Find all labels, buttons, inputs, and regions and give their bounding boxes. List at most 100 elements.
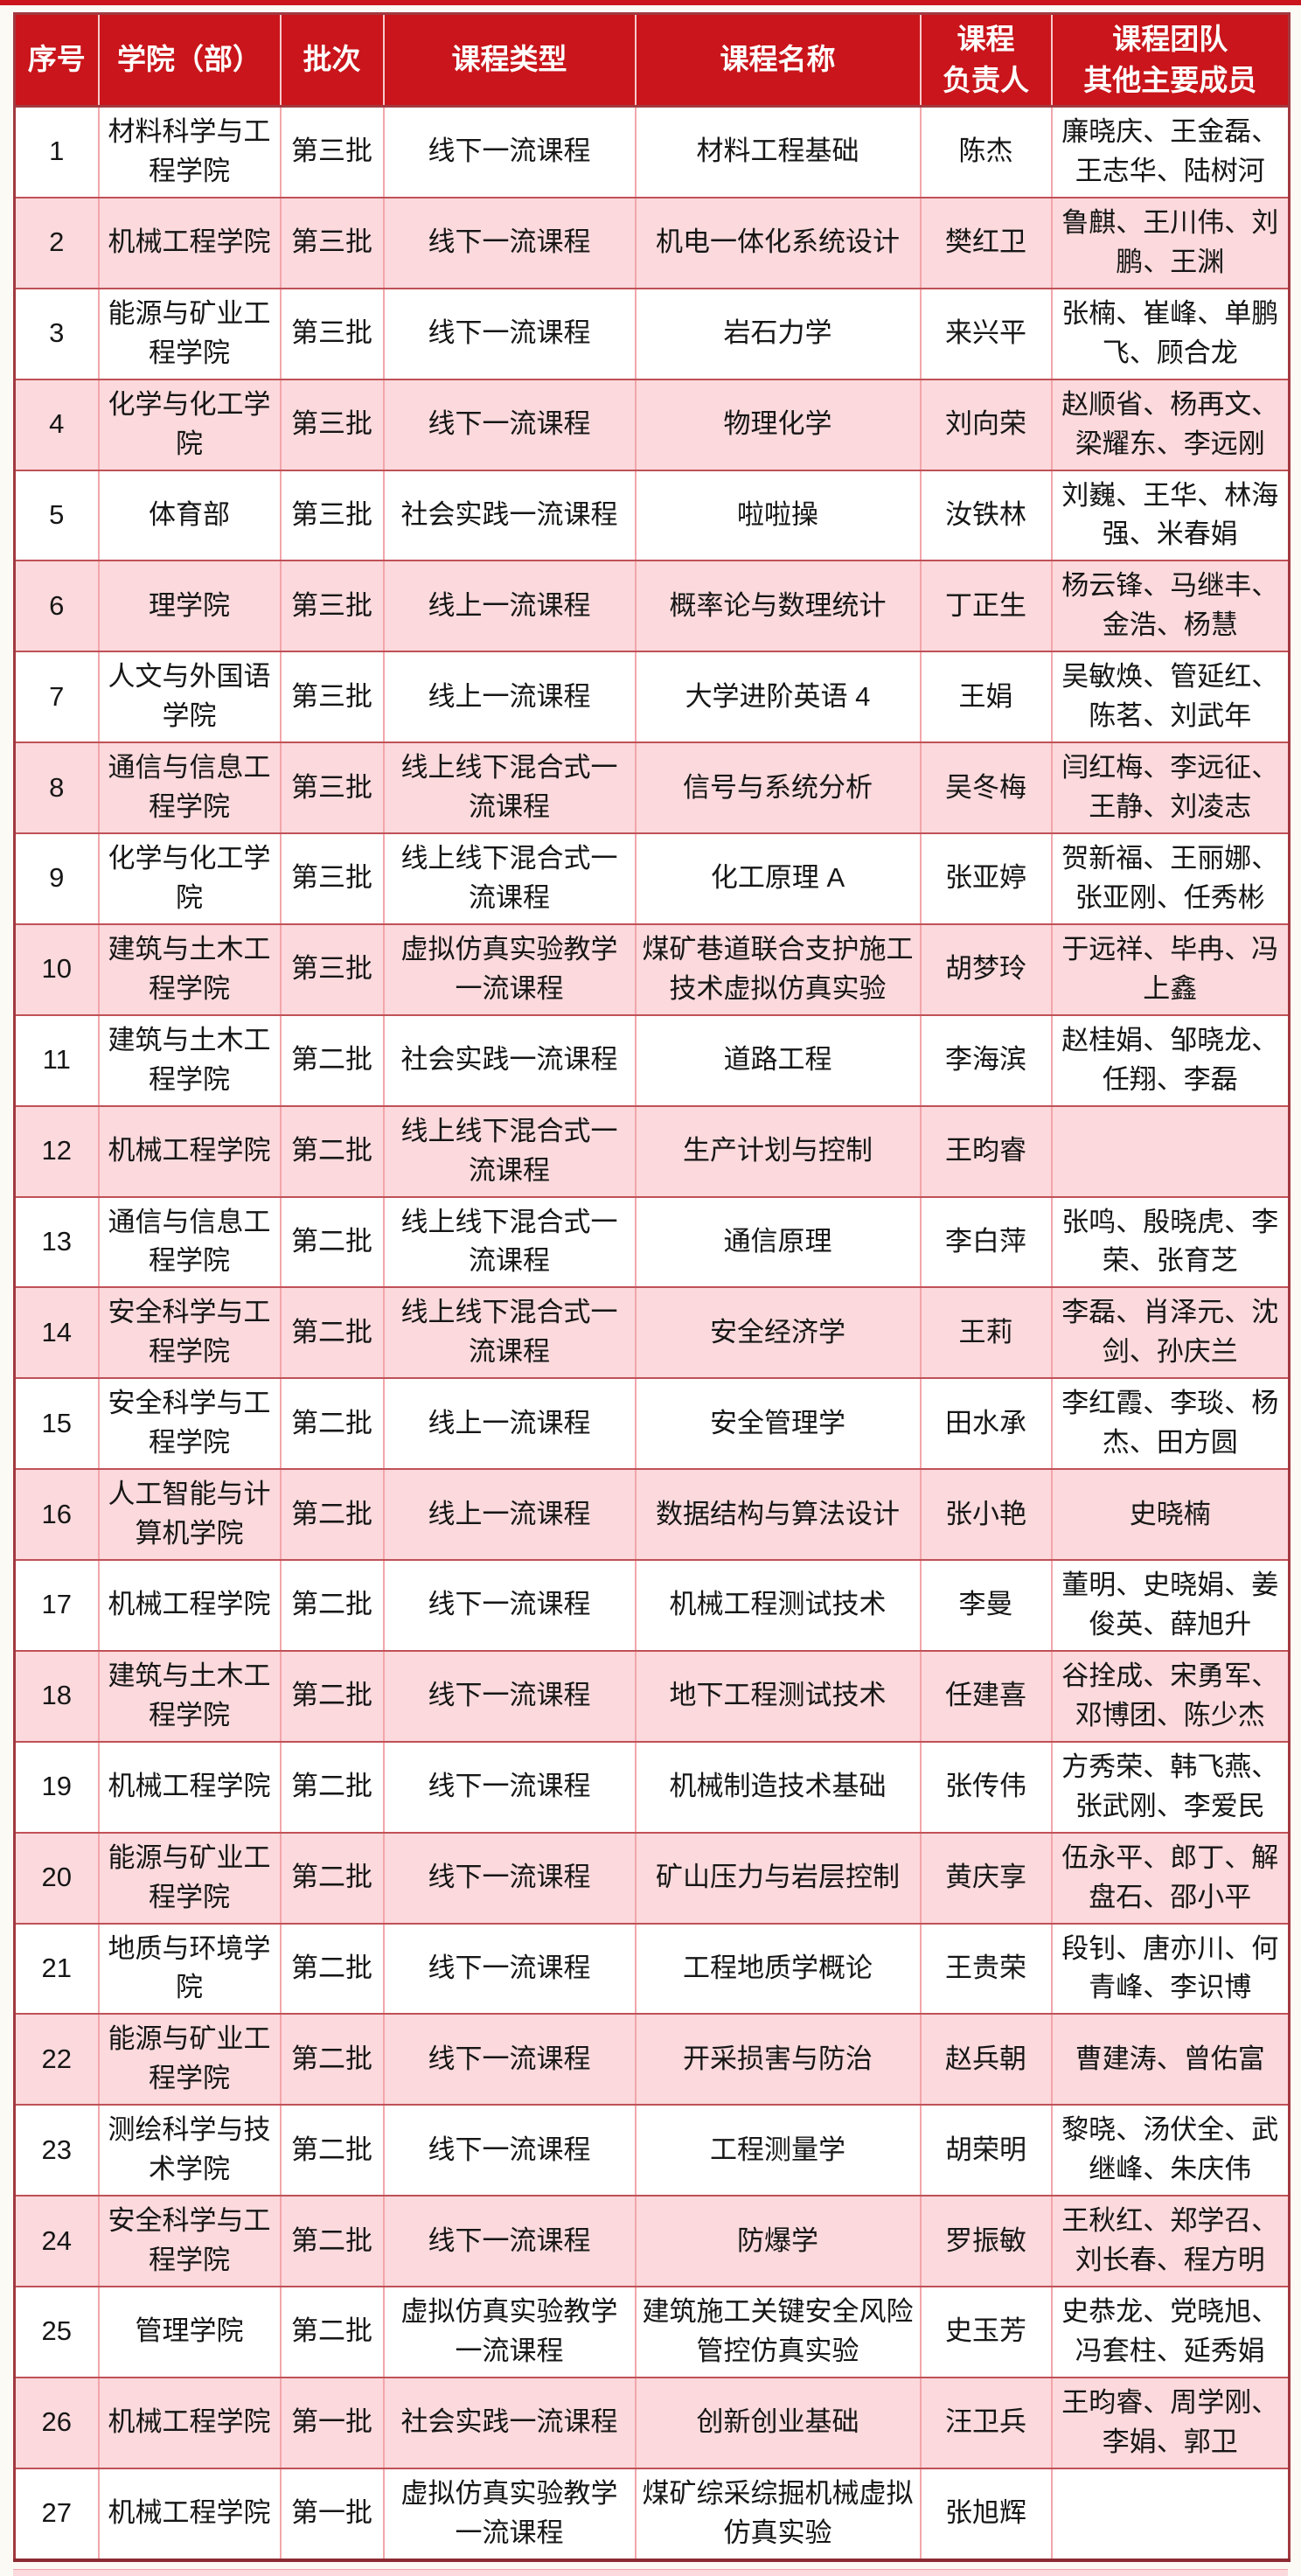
cell-type: 线上一流课程 [382, 1468, 637, 1561]
table-row: 15 安全科学与工程学院 第二批 线上一流课程 安全管理学 田水承 李红霞、李琰、杨杰、田方… [13, 1377, 1291, 1471]
cell-name: 概率论与数理统计 [634, 560, 922, 653]
cell-name: 机电一体化系统设计 [634, 196, 922, 289]
cell-name: 工程地质学概论 [634, 1922, 922, 2016]
cell-college: 材料科学与工程学院 [97, 105, 282, 198]
cell-no: 6 [13, 560, 100, 653]
cell-leader: 李白萍 [919, 1195, 1053, 1289]
cell-type: 线下一流课程 [382, 1831, 637, 1925]
cell-batch: 第二批 [279, 1286, 385, 1380]
cell-college: 体育部 [97, 469, 282, 562]
cell-no: 12 [13, 1104, 100, 1198]
cell-team: 闫红梅、李远征、王静、刘凌志 [1050, 741, 1291, 834]
cell-team: 廉晓庆、王金磊、王志华、陆树河 [1050, 105, 1291, 198]
cell-no: 22 [13, 2013, 100, 2106]
cell-college: 化学与化工学院 [97, 832, 282, 925]
cell-batch: 第二批 [279, 1740, 385, 1834]
cell-team: 方秀荣、韩飞燕、张武刚、李爱民 [1050, 1740, 1291, 1834]
cell-college: 机械工程学院 [97, 2376, 282, 2469]
cell-no: 7 [13, 651, 100, 744]
table-row: 1 材料科学与工程学院 第三批 线下一流课程 材料工程基础 陈杰 廉晓庆、王金磊、王志华、陆… [13, 105, 1291, 198]
cell-leader: 张亚婷 [919, 832, 1053, 925]
table-body: 1 材料科学与工程学院 第三批 线下一流课程 材料工程基础 陈杰 廉晓庆、王金磊、王志华、陆… [13, 105, 1291, 2561]
cell-college: 人文与外国语学院 [97, 651, 282, 744]
cell-name: 煤矿综采综掘机械虚拟仿真实验 [634, 2467, 922, 2561]
cell-no: 10 [13, 922, 100, 1016]
cell-team: 赵桂娟、邹晓龙、任翔、李磊 [1050, 1013, 1291, 1107]
cell-leader: 黄庆享 [919, 1831, 1053, 1925]
cell-college: 管理学院 [97, 2286, 282, 2378]
cell-name: 开采损害与防治 [634, 2013, 922, 2106]
cell-leader: 汝铁林 [919, 469, 1053, 562]
cell-type: 线下一流课程 [382, 378, 637, 471]
cell-batch: 第三批 [279, 469, 385, 562]
table-row: 9 化学与化工学院 第三批 线上线下混合式一流课程 化工原理 A 张亚婷 贺新福、王丽娜、张… [13, 832, 1291, 925]
cell-no: 15 [13, 1377, 100, 1471]
cell-name: 道路工程 [634, 1013, 922, 1107]
cell-college: 建筑与土木工程学院 [97, 1649, 282, 1743]
cell-type: 线下一流课程 [382, 1922, 637, 2016]
cell-type: 线上一流课程 [382, 560, 637, 653]
cell-college: 化学与化工学院 [97, 378, 282, 471]
cell-college: 安全科学与工程学院 [97, 1377, 282, 1471]
cell-no: 19 [13, 1740, 100, 1834]
cell-name: 化工原理 A [634, 832, 922, 925]
cell-leader: 罗振敏 [919, 2195, 1053, 2287]
cell-type: 线上线下混合式一流课程 [382, 832, 637, 925]
table-row: 21 地质与环境学院 第二批 线下一流课程 工程地质学概论 王贵荣 段钊、唐亦川、何青峰、李… [13, 1922, 1291, 2016]
header-team: 课程团队 其他主要成员 [1050, 13, 1290, 108]
cell-team: 刘巍、王华、林海强、米春娟 [1050, 469, 1291, 562]
cell-name: 机械工程测试技术 [634, 1559, 922, 1652]
cell-batch: 第三批 [279, 560, 385, 653]
cell-leader: 丁正生 [919, 560, 1053, 653]
cell-type: 线下一流课程 [382, 2195, 637, 2287]
cell-college: 能源与矿业工程学院 [97, 2013, 282, 2106]
cell-team: 史晓楠 [1050, 1468, 1291, 1561]
table-row: 6 理学院 第三批 线上一流课程 概率论与数理统计 丁正生 杨云锋、马继丰、金浩、杨慧 [13, 560, 1291, 653]
cell-leader: 李曼 [919, 1559, 1053, 1652]
cell-no: 23 [13, 2104, 100, 2197]
cell-leader: 赵兵朝 [919, 2013, 1053, 2106]
cell-batch: 第二批 [279, 1922, 385, 2016]
cell-college: 机械工程学院 [97, 196, 282, 289]
cell-name: 通信原理 [634, 1195, 922, 1289]
cell-type: 线下一流课程 [382, 1649, 637, 1743]
cell-name: 防爆学 [634, 2195, 922, 2287]
cell-no: 4 [13, 378, 100, 471]
table-row: 19 机械工程学院 第二批 线下一流课程 机械制造技术基础 张传伟 方秀荣、韩飞燕、张武刚、… [13, 1740, 1291, 1834]
cell-college: 地质与环境学院 [97, 1922, 282, 2016]
cell-college: 通信与信息工程学院 [97, 1195, 282, 1289]
cell-type: 线下一流课程 [382, 1740, 637, 1834]
cell-type: 线上线下混合式一流课程 [382, 1104, 637, 1198]
cell-batch: 第三批 [279, 741, 385, 834]
cell-leader: 王昀睿 [919, 1104, 1053, 1198]
cell-name: 创新创业基础 [634, 2376, 922, 2469]
cell-no: 13 [13, 1195, 100, 1289]
cell-batch: 第二批 [279, 2195, 385, 2287]
table-row: 27 机械工程学院 第一批 虚拟仿真实验教学一流课程 煤矿综采综掘机械虚拟仿真实验 张旭辉 [13, 2467, 1291, 2561]
cell-leader: 任建喜 [919, 1649, 1053, 1743]
header-college: 学院（部） [97, 13, 282, 108]
header-batch: 批次 [279, 13, 385, 108]
course-table: 序号 学院（部） 批次 课程类型 课程名称 课程 负责人 课程团队 其他主要成员… [13, 12, 1291, 2562]
cell-type: 线上一流课程 [382, 1377, 637, 1471]
cell-team: 李红霞、李琰、杨杰、田方圆 [1050, 1377, 1291, 1471]
cell-team: 史恭龙、党晓旭、冯套柱、延秀娟 [1050, 2286, 1291, 2378]
cell-no: 5 [13, 469, 100, 562]
cell-college: 通信与信息工程学院 [97, 741, 282, 834]
table-header: 序号 学院（部） 批次 课程类型 课程名称 课程 负责人 课程团队 其他主要成员 [14, 13, 1290, 108]
cell-batch: 第二批 [279, 2013, 385, 2106]
cell-name: 地下工程测试技术 [634, 1649, 922, 1743]
table-row: 23 测绘科学与技术学院 第二批 线下一流课程 工程测量学 胡荣明 黎晓、汤伏全、武继峰、朱… [13, 2104, 1291, 2197]
cell-no: 25 [13, 2286, 100, 2378]
cell-name: 安全经济学 [634, 1286, 922, 1380]
cell-name: 机械制造技术基础 [634, 1740, 922, 1834]
table-row: 24 安全科学与工程学院 第二批 线下一流课程 防爆学 罗振敏 王秋红、郑学召、刘长春、程方… [13, 2195, 1291, 2287]
cell-batch: 第二批 [279, 1013, 385, 1107]
cell-no: 11 [13, 1013, 100, 1107]
cell-team: 鲁麒、王川伟、刘鹏、王渊 [1050, 196, 1291, 289]
cell-name: 物理化学 [634, 378, 922, 471]
cell-batch: 第三批 [279, 832, 385, 925]
cell-team: 董明、史晓娟、姜俊英、薛旭升 [1050, 1559, 1291, 1652]
table-row: 4 化学与化工学院 第三批 线下一流课程 物理化学 刘向荣 赵顺省、杨再文、梁耀东、李远刚 [13, 378, 1291, 471]
cell-no: 24 [13, 2195, 100, 2287]
